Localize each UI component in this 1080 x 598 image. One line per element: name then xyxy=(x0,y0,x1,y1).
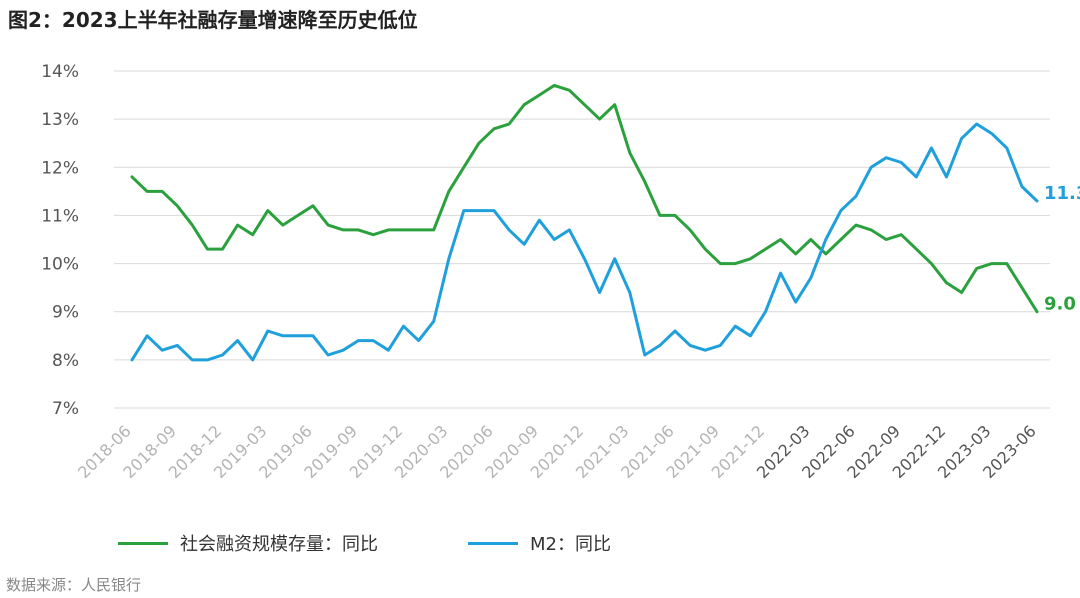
series-end-labels: 9.0 11.3 xyxy=(1044,183,1080,315)
y-tick-label: 14% xyxy=(41,62,79,82)
end-label-social-financing: 9.0 xyxy=(1044,294,1076,315)
y-tick-label: 7% xyxy=(52,399,79,419)
legend-label-m2: M2：同比 xyxy=(530,534,611,555)
y-tick-label: 8% xyxy=(52,351,79,371)
legend-item-social-financing: 社会融资规模存量：同比 xyxy=(118,528,378,558)
legend-swatch-m2 xyxy=(468,541,518,545)
series-line-m2 xyxy=(130,122,1039,362)
x-axis-tick-labels: 2018-062018-092018-122019-032019-062019-… xyxy=(74,421,1040,482)
series-lines xyxy=(130,83,1039,362)
data-source-note: 数据来源：人民银行 xyxy=(6,576,142,594)
y-tick-label: 11% xyxy=(41,206,79,226)
y-tick-label: 9% xyxy=(52,303,79,323)
series-line-social-financing xyxy=(130,83,1039,314)
end-label-m2: 11.3 xyxy=(1044,183,1080,204)
chart-title: 图2：2023上半年社融存量增速降至历史低位 xyxy=(8,8,418,32)
legend-label-social-financing: 社会融资规模存量：同比 xyxy=(180,534,378,555)
legend-item-m2: M2：同比 xyxy=(468,528,611,558)
line-chart: 7% 8% 9% 10% 11% 12% 13% 14% 2018-062018-092018… xyxy=(41,62,1080,482)
gridlines xyxy=(114,70,1050,409)
y-tick-label: 13% xyxy=(41,110,79,130)
y-tick-label: 10% xyxy=(41,255,79,275)
y-axis-tick-labels: 7% 8% 9% 10% 11% 12% 13% 14% xyxy=(41,62,79,419)
y-tick-label: 12% xyxy=(41,158,79,178)
legend-swatch-social-financing xyxy=(118,541,168,545)
